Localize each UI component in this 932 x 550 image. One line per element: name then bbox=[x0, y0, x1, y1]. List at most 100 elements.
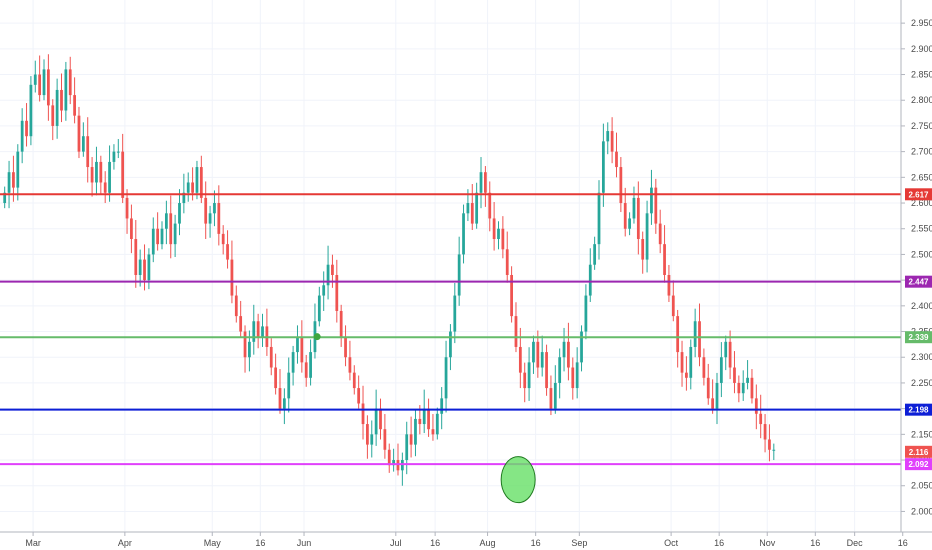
candle-body bbox=[453, 295, 457, 332]
y-tick-label: 2.050 bbox=[911, 481, 932, 491]
candle-body bbox=[248, 341, 251, 358]
candle-body bbox=[374, 408, 378, 435]
candle-body bbox=[134, 239, 138, 275]
candle-body bbox=[584, 295, 588, 332]
candle-body bbox=[593, 244, 597, 265]
x-tick-label: 16 bbox=[898, 538, 908, 548]
candle-body bbox=[470, 203, 474, 224]
candle-body bbox=[523, 372, 527, 389]
candle-body bbox=[3, 192, 7, 204]
candle-body bbox=[671, 295, 675, 317]
candle-body bbox=[309, 352, 312, 378]
candle-body bbox=[269, 346, 273, 368]
highlight-circles bbox=[313, 333, 932, 504]
candle-body bbox=[55, 89, 59, 126]
price-badge-label: 2.092 bbox=[908, 460, 929, 469]
candle-body bbox=[628, 218, 631, 229]
candle-body bbox=[492, 218, 496, 240]
candle-body bbox=[636, 197, 640, 240]
candle-body bbox=[182, 192, 186, 204]
x-tick-label: 16 bbox=[810, 538, 820, 548]
candle-body bbox=[143, 259, 146, 281]
candle-body bbox=[427, 408, 430, 430]
candle-body bbox=[64, 69, 68, 111]
candle-body bbox=[116, 151, 120, 153]
candle-body bbox=[178, 203, 181, 224]
x-tick-label: 16 bbox=[531, 538, 541, 548]
candle-body bbox=[632, 197, 636, 219]
candle-body bbox=[768, 439, 771, 450]
candle-body bbox=[549, 388, 553, 409]
candle-body bbox=[370, 434, 374, 445]
candle-body bbox=[112, 151, 116, 162]
candle-body bbox=[282, 398, 286, 409]
candle-body bbox=[728, 341, 732, 368]
candle-body bbox=[173, 223, 177, 245]
candle-body bbox=[405, 434, 409, 461]
candle-body bbox=[562, 341, 566, 358]
candle-body bbox=[466, 203, 470, 214]
x-tick-label: Nov bbox=[759, 538, 776, 548]
candle-body bbox=[457, 254, 461, 296]
candle-body bbox=[7, 172, 11, 193]
candle-body bbox=[186, 182, 190, 193]
candle-body bbox=[90, 167, 94, 183]
candle-body bbox=[156, 228, 160, 245]
candle-body bbox=[335, 274, 339, 311]
candle-body bbox=[138, 259, 142, 275]
candle-body bbox=[540, 352, 544, 368]
x-tick-label: Jul bbox=[390, 538, 402, 548]
candle-body bbox=[95, 161, 98, 183]
candle-body bbox=[108, 161, 111, 193]
candle-body bbox=[518, 346, 522, 373]
candle-body bbox=[444, 357, 448, 399]
y-tick-label: 2.650 bbox=[911, 172, 932, 182]
candle-body bbox=[68, 69, 72, 96]
x-tick-label: 16 bbox=[255, 538, 265, 548]
y-tick-label: 2.800 bbox=[911, 95, 932, 105]
y-tick-label: 2.950 bbox=[911, 18, 932, 28]
y-tick-label: 2.700 bbox=[911, 147, 932, 157]
candle-body bbox=[291, 352, 295, 373]
y-tick-label: 2.250 bbox=[911, 378, 932, 388]
candle-body bbox=[20, 120, 24, 152]
highlight-circle[interactable] bbox=[500, 456, 536, 504]
candle-body bbox=[414, 418, 417, 445]
candle-body bbox=[610, 131, 614, 152]
y-tick-label: 2.850 bbox=[911, 70, 932, 80]
candle-body bbox=[38, 74, 42, 96]
candle-body bbox=[619, 167, 623, 204]
candle-body bbox=[12, 172, 15, 188]
candle-body bbox=[641, 239, 645, 260]
candle-body bbox=[449, 331, 452, 358]
candle-body bbox=[435, 413, 439, 435]
candle-body bbox=[772, 449, 776, 451]
candle-body bbox=[724, 341, 728, 358]
candle-body bbox=[746, 377, 749, 383]
time-axis[interactable]: Mar Apr May 16 Jun Jul 16 Aug 16 Sep Oct 16 Nov 16 Dec… bbox=[25, 532, 932, 548]
candle-body bbox=[418, 418, 422, 425]
y-tick-label: 2.900 bbox=[911, 44, 932, 54]
x-tick-label: Sep bbox=[571, 538, 587, 548]
candle-body bbox=[51, 105, 55, 126]
candle-body bbox=[759, 413, 763, 425]
candle-body bbox=[42, 69, 46, 96]
candle-body bbox=[409, 434, 413, 445]
price-badge bbox=[905, 403, 932, 416]
candle-body bbox=[304, 362, 308, 378]
x-tick-label: 16 bbox=[714, 538, 724, 548]
price-badge-label: 2.617 bbox=[908, 190, 929, 199]
candle-body bbox=[121, 151, 125, 198]
candle-body bbox=[689, 346, 693, 378]
candle-body bbox=[239, 316, 243, 332]
candle-body bbox=[230, 259, 234, 296]
candle-body bbox=[527, 362, 531, 389]
candle-body bbox=[383, 429, 387, 450]
candle-body bbox=[361, 403, 365, 425]
candle-body bbox=[208, 213, 212, 224]
candle-body bbox=[169, 213, 173, 245]
candle-body bbox=[226, 244, 229, 260]
price-badge-label: 2.198 bbox=[908, 406, 929, 415]
candle-body bbox=[191, 182, 194, 193]
candle-body bbox=[317, 295, 321, 322]
